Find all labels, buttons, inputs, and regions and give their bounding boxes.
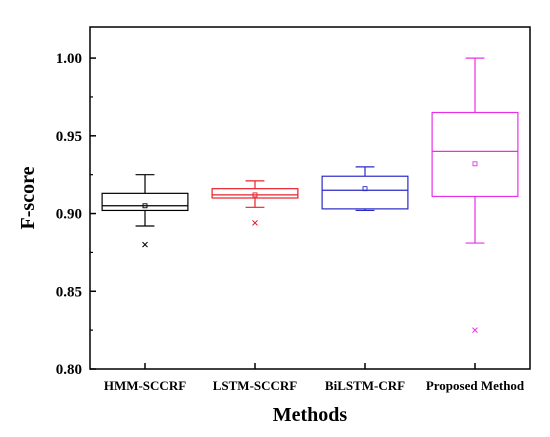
box-bilstm-crf (321, 166, 409, 212)
x-axis: HMM-SCCRF LSTM-SCCRF BiLSTM-CRF Proposed Me… (104, 363, 525, 393)
iqr-box (211, 188, 299, 199)
x-axis-title: Methods (273, 404, 348, 426)
y-axis-title: F-score (17, 166, 39, 229)
iqr-box (101, 192, 189, 212)
mean-marker (472, 161, 478, 167)
box-lstm-sccrf (211, 180, 299, 226)
y-tick-label: 0.85 (56, 284, 82, 300)
y-tick-label: 0.80 (56, 362, 82, 378)
iqr-box (431, 111, 519, 198)
x-tick-label: BiLSTM-CRF (325, 378, 405, 393)
outlier-marker (252, 220, 258, 226)
box-hmm-sccrf (101, 174, 189, 248)
plot-frame (89, 26, 531, 370)
y-tick-label: 1.00 (56, 51, 82, 67)
outlier-marker (472, 327, 478, 333)
mean-marker (252, 192, 258, 198)
mean-marker (142, 203, 148, 209)
y-tick-label: 0.90 (56, 207, 82, 223)
box-proposed-method (431, 57, 519, 333)
outlier-marker (142, 241, 148, 248)
boxes (101, 57, 519, 333)
x-tick-label: HMM-SCCRF (104, 378, 186, 393)
x-tick-label: LSTM-SCCRF (213, 378, 298, 393)
x-tick-label: Proposed Method (426, 378, 525, 393)
mean-marker (362, 186, 368, 192)
iqr-box (321, 175, 409, 210)
y-tick-label: 0.95 (56, 129, 82, 145)
y-axis: 0.80 0.85 0.90 0.95 1.00 (56, 51, 96, 378)
